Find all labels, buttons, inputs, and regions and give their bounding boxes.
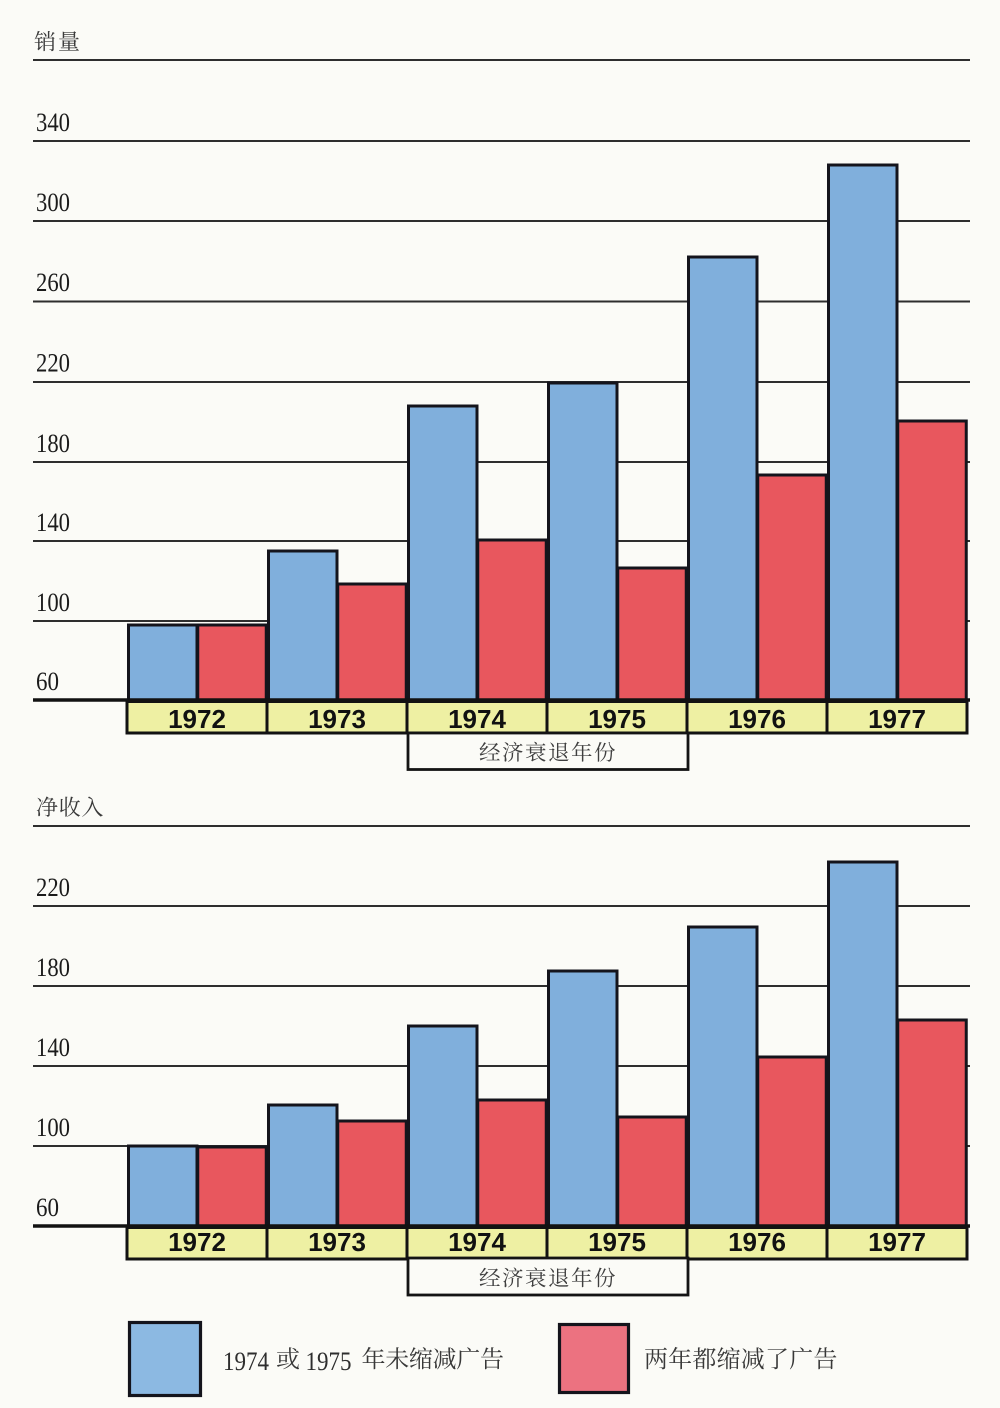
svg-text:1975: 1975 xyxy=(588,704,646,734)
svg-text:180: 180 xyxy=(36,953,70,982)
svg-text:100: 100 xyxy=(36,1113,70,1142)
svg-text:220: 220 xyxy=(36,349,70,378)
svg-text:260: 260 xyxy=(36,268,70,297)
svg-text:220: 220 xyxy=(36,873,70,902)
svg-text:1972: 1972 xyxy=(168,1227,226,1257)
svg-text:140: 140 xyxy=(36,508,70,537)
svg-text:1976: 1976 xyxy=(728,704,786,734)
svg-text:60: 60 xyxy=(36,1193,59,1222)
svg-text:300: 300 xyxy=(36,188,70,217)
svg-text:1972: 1972 xyxy=(168,704,226,734)
svg-text:1973: 1973 xyxy=(308,704,366,734)
svg-text:1975: 1975 xyxy=(588,1227,646,1257)
svg-text:340: 340 xyxy=(36,108,70,137)
svg-text:1977: 1977 xyxy=(868,704,926,734)
svg-text:180: 180 xyxy=(36,429,70,458)
svg-text:100: 100 xyxy=(36,588,70,617)
svg-text:1977: 1977 xyxy=(868,1227,926,1257)
svg-text:1974: 1974 xyxy=(223,1347,269,1376)
svg-text:1975: 1975 xyxy=(306,1347,352,1376)
svg-text:140: 140 xyxy=(36,1033,70,1062)
svg-text:60: 60 xyxy=(36,667,59,696)
svg-text:1976: 1976 xyxy=(728,1227,786,1257)
svg-text:1973: 1973 xyxy=(308,1227,366,1257)
svg-text:1974: 1974 xyxy=(448,704,506,734)
svg-text:1974: 1974 xyxy=(448,1227,506,1257)
